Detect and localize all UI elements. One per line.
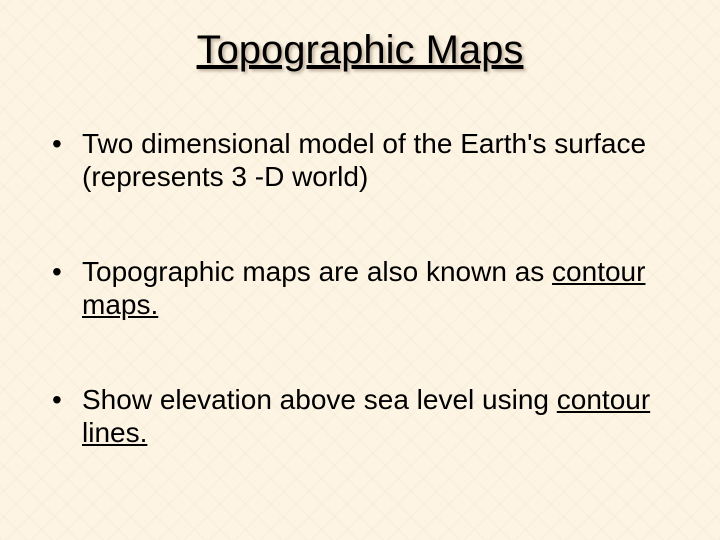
list-item: Show elevation above sea level using con… bbox=[48, 383, 680, 449]
list-item: Topographic maps are also known as conto… bbox=[48, 255, 680, 321]
page-title: Topographic Maps bbox=[40, 28, 680, 73]
list-item: Two dimensional model of the Earth's sur… bbox=[48, 127, 680, 193]
bullet-list: Two dimensional model of the Earth's sur… bbox=[40, 127, 680, 449]
bullet-text-before: Topographic maps are also known as bbox=[82, 256, 552, 287]
bullet-text-before: Show elevation above sea level using bbox=[82, 384, 557, 415]
bullet-text-before: Two dimensional model of the Earth's sur… bbox=[82, 128, 646, 192]
